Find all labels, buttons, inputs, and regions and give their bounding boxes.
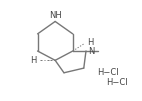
Text: H: H bbox=[30, 56, 36, 65]
Text: H−Cl: H−Cl bbox=[97, 68, 119, 77]
Text: H−Cl: H−Cl bbox=[106, 78, 127, 87]
Text: N: N bbox=[88, 46, 94, 56]
Text: NH: NH bbox=[49, 11, 61, 20]
Text: H: H bbox=[87, 38, 93, 47]
